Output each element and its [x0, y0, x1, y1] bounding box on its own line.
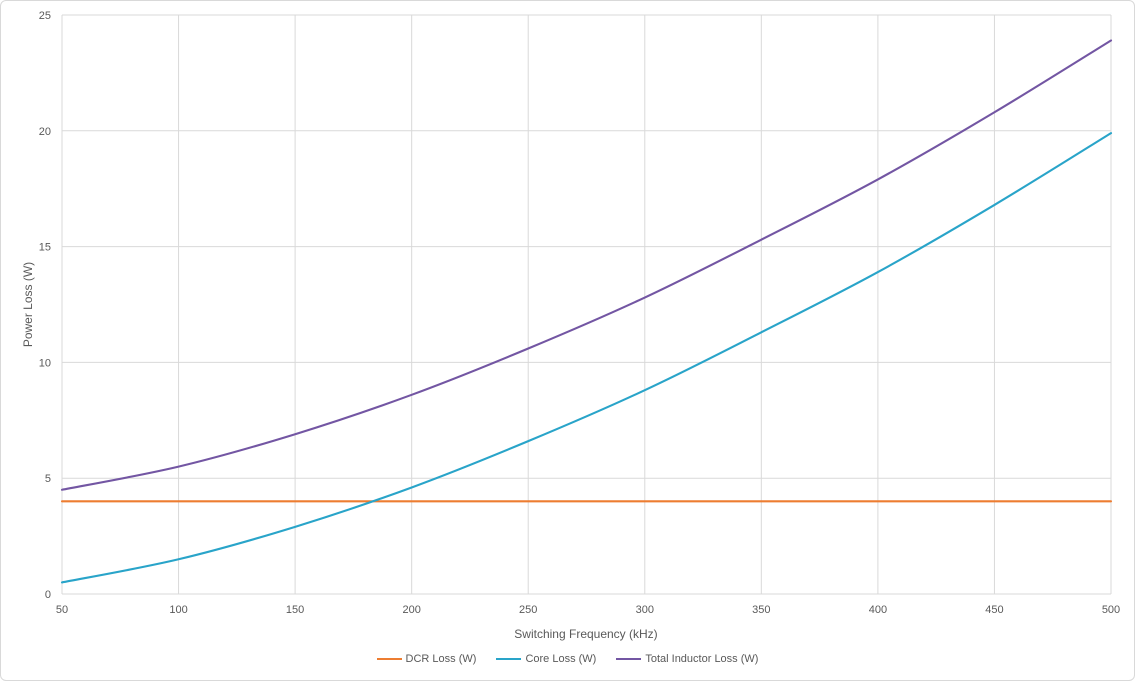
x-tick-label: 350	[752, 604, 770, 616]
gridlines	[61, 14, 1112, 595]
y-tick-label: 10	[39, 357, 51, 369]
x-tick-label: 100	[169, 604, 187, 616]
legend-line-swatch	[376, 658, 402, 660]
axis-tick-labels: 0 5 10 15 20 25 50 100 150 200 250 300 350 400 450 500	[39, 10, 1120, 616]
x-tick-label: 500	[1102, 604, 1120, 616]
legend-item-total-inductor-loss-w: Total Inductor Loss (W)	[616, 653, 758, 665]
x-tick-label: 450	[985, 604, 1003, 616]
x-axis-title: Switching Frequency (kHz)	[514, 627, 657, 641]
x-tick-label: 300	[636, 604, 654, 616]
x-tick-label: 200	[402, 604, 420, 616]
legend-item-dcr-loss-w: DCR Loss (W)	[376, 653, 477, 665]
legend-line-swatch	[496, 658, 522, 660]
series-line-total-inductor-loss-w	[60, 39, 1113, 491]
legend-label: Core Loss (W)	[525, 653, 597, 665]
x-tick-label: 150	[286, 604, 304, 616]
y-tick-label: 15	[39, 242, 51, 254]
y-tick-label: 20	[39, 126, 51, 138]
legend-label: Total Inductor Loss (W)	[645, 653, 759, 665]
y-tick-label: 5	[45, 473, 51, 485]
legend-label: DCR Loss (W)	[405, 653, 477, 665]
y-tick-label: 25	[39, 10, 51, 22]
legend: DCR Loss (W) Core Loss (W) Total Inductor …	[1, 653, 1134, 665]
legend-line-swatch	[616, 658, 642, 660]
x-tick-label: 50	[56, 604, 68, 616]
x-tick-label: 250	[519, 604, 537, 616]
x-tick-label: 400	[869, 604, 887, 616]
y-axis-title: Power Loss (W)	[21, 262, 35, 347]
y-tick-label: 0	[45, 589, 51, 601]
legend-item-core-loss-w: Core Loss (W)	[496, 653, 596, 665]
series-line-core-loss-w	[60, 132, 1113, 584]
series-lines	[60, 39, 1113, 584]
